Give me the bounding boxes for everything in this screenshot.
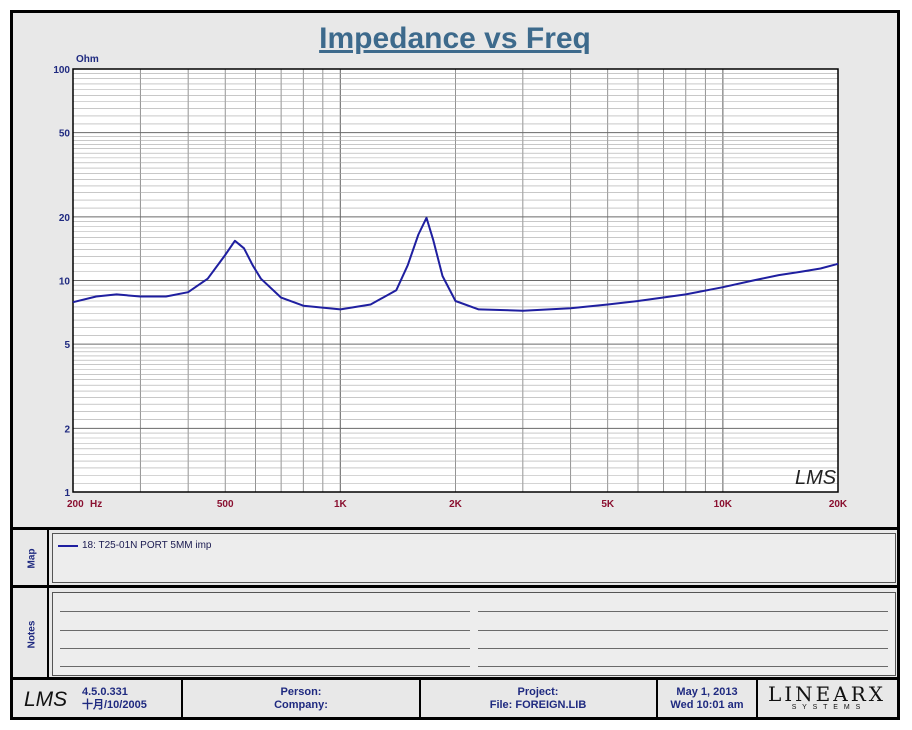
note-line xyxy=(60,611,470,612)
map-label-text: Map xyxy=(26,548,38,568)
project-label: Project: xyxy=(517,686,559,698)
y-tick-label: 10 xyxy=(59,277,71,288)
map-side-label: Map xyxy=(22,532,42,584)
map-legend-box xyxy=(52,533,896,583)
y-tick-label: 5 xyxy=(64,340,70,351)
footer-separator-4 xyxy=(756,680,758,718)
x-tick-label: 20K xyxy=(829,499,848,510)
footer-separator-3 xyxy=(656,680,658,718)
legend-entry: 18: T25-01N PORT 5MM imp xyxy=(82,540,212,551)
x-axis-unit: Hz xyxy=(90,499,102,510)
impedance-chart: 1 2 5 10 20 50 100 200 500 1K 2K 5K 10K 20K Ohm Hz L… xyxy=(53,54,848,510)
notes-label-separator xyxy=(47,588,49,678)
company-label: Company: xyxy=(274,699,328,711)
lms-watermark-logo: LMS xyxy=(795,467,837,489)
divider-chart-map xyxy=(13,527,897,530)
note-line xyxy=(478,666,888,667)
note-line xyxy=(60,666,470,667)
footer-separator-2 xyxy=(419,680,421,718)
y-tick-label: 20 xyxy=(59,213,71,224)
x-tick-label: 5K xyxy=(601,499,615,510)
x-tick-label: 10K xyxy=(714,499,733,510)
version-number: 4.5.0.331 xyxy=(82,686,128,698)
y-axis-label: Ohm xyxy=(76,54,99,65)
divider-notes-footer xyxy=(13,677,897,680)
notes-box xyxy=(52,592,896,676)
note-line xyxy=(478,648,888,649)
footer-separator-1 xyxy=(181,680,183,718)
plot-grid xyxy=(72,68,839,493)
report-date: May 1, 2013 xyxy=(676,686,738,698)
y-tick-label: 2 xyxy=(64,424,70,435)
y-tick-label: 1 xyxy=(64,488,70,499)
x-tick-label: 200 xyxy=(67,499,84,510)
impedance-series-line xyxy=(72,216,839,312)
divider-map-notes xyxy=(13,585,897,588)
file-label: File: FOREIGN.LIB xyxy=(489,699,587,711)
linearx-brand-subtitle: S Y S T E M S xyxy=(791,704,863,711)
lms-logo-text: LMS xyxy=(24,688,67,711)
notes-side-label: Notes xyxy=(22,592,42,676)
lms-logo: LMS xyxy=(24,688,67,711)
note-line xyxy=(478,630,888,631)
note-line xyxy=(60,648,470,649)
plot-border xyxy=(72,68,839,493)
x-tick-label: 500 xyxy=(217,499,234,510)
y-tick-labels: 1 2 5 10 20 50 100 xyxy=(53,65,70,499)
x-tick-label: 2K xyxy=(449,499,463,510)
x-tick-label: 1K xyxy=(334,499,348,510)
x-tick-labels: 200 500 1K 2K 5K 10K 20K xyxy=(67,499,848,510)
map-label-separator xyxy=(47,530,49,586)
y-tick-label: 50 xyxy=(59,129,71,140)
build-date: 十月/10/2005 xyxy=(82,699,147,711)
chart-title: Impedance vs Freq xyxy=(319,22,591,55)
y-tick-label: 100 xyxy=(53,65,70,76)
linearx-brand-logo: LINEARX xyxy=(767,682,887,706)
person-label: Person: xyxy=(280,686,322,698)
report-time: Wed 10:01 am xyxy=(670,699,744,711)
notes-label-text: Notes xyxy=(26,620,38,648)
note-line xyxy=(478,611,888,612)
legend-swatch xyxy=(58,545,78,547)
note-line xyxy=(60,630,470,631)
